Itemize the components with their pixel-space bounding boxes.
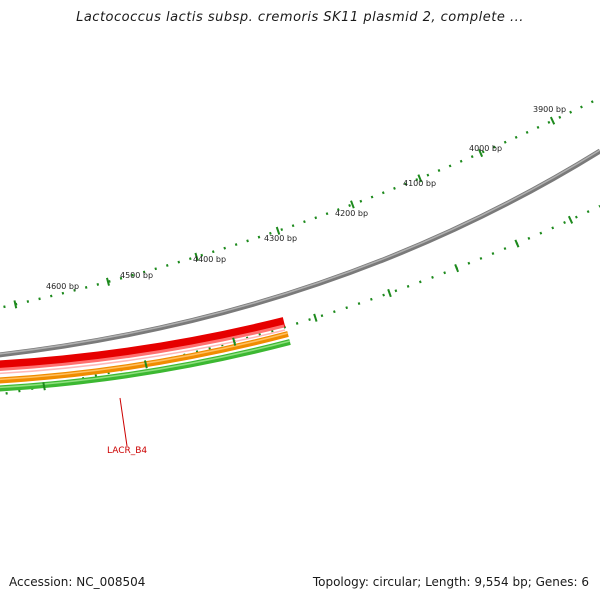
tick-label-3900: 3900 bp xyxy=(533,105,566,114)
gene-label-leader xyxy=(119,397,128,447)
outer-tick-ring xyxy=(0,96,600,309)
backbone-arc xyxy=(0,148,600,358)
gene-block-lacr-b4-highlight xyxy=(0,324,285,371)
tick-label-4500: 4500 bp xyxy=(120,271,153,280)
summary-label: Topology: circular; Length: 9,554 bp; Ge… xyxy=(312,575,589,589)
orange-feature-band-highlight xyxy=(0,332,289,381)
tick-label-4600: 4600 bp xyxy=(46,282,79,291)
outer-major-tick xyxy=(417,174,423,183)
gene-label: LACR_B4 xyxy=(107,446,147,456)
gene-block-lacr-b4 xyxy=(0,317,286,371)
backbone-arc-highlight xyxy=(0,149,600,355)
major-ticks xyxy=(13,116,574,391)
gene-block-lacr-b4-underline xyxy=(0,329,286,375)
inner-major-tick xyxy=(567,215,574,224)
tick-label-4300: 4300 bp xyxy=(264,234,297,243)
inner-major-tick xyxy=(143,360,148,369)
outer-major-tick xyxy=(549,116,556,125)
green-feature-band xyxy=(0,339,291,392)
inner-major-tick xyxy=(514,239,520,248)
tick-label-4000: 4000 bp xyxy=(469,144,502,153)
outer-major-tick xyxy=(350,200,355,209)
outer-major-tick xyxy=(13,300,18,309)
outer-major-tick xyxy=(275,226,281,235)
orange-feature-band xyxy=(0,331,289,384)
tick-label-4200: 4200 bp xyxy=(335,209,368,218)
inner-major-tick xyxy=(313,313,318,322)
inner-major-tick xyxy=(42,382,46,391)
outer-major-tick xyxy=(478,148,484,158)
tick-label-4100: 4100 bp xyxy=(403,179,436,188)
map-title: Lactococcus lactis subsp. cremoris SK11 … xyxy=(76,10,524,25)
outer-major-tick xyxy=(194,252,199,261)
tick-labels: 3900 bp 4000 bp 4100 bp 4200 bp 4300 bp … xyxy=(46,105,566,291)
inner-major-tick xyxy=(232,337,237,346)
inner-major-tick xyxy=(454,264,460,273)
inner-major-tick xyxy=(387,288,392,298)
outer-major-tick xyxy=(106,277,110,286)
tick-label-4400: 4400 bp xyxy=(193,255,226,264)
green-feature-band-highlight xyxy=(0,340,291,389)
accession-label: Accession: NC_008504 xyxy=(9,575,146,589)
